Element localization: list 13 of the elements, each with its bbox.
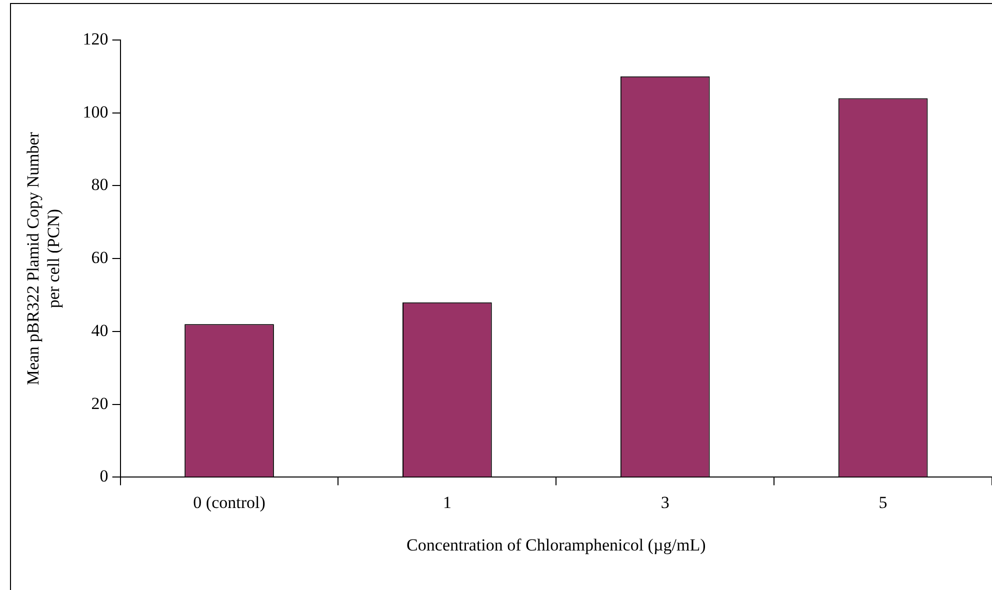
x-tick-label: 0 (control) [193,492,266,512]
y-tick-label: 80 [91,175,108,194]
y-tick-label: 40 [91,320,108,340]
x-tick-label: 1 [442,492,452,512]
y-tick-label: 120 [82,29,108,48]
y-tick-label: 100 [82,102,108,122]
y-tick-label: 60 [91,248,108,268]
y-tick-label: 0 [100,466,108,486]
y-axis-title: Mean pBR322 Plamid Copy Number per cell (PCN) [24,132,64,386]
x-tick-label: 3 [660,492,670,512]
y-tick-label: 20 [91,394,108,413]
x-tick-label: 5 [878,492,888,512]
x-axis-title: Concentration of Chloramphenicol (µg/mL) [406,535,706,554]
